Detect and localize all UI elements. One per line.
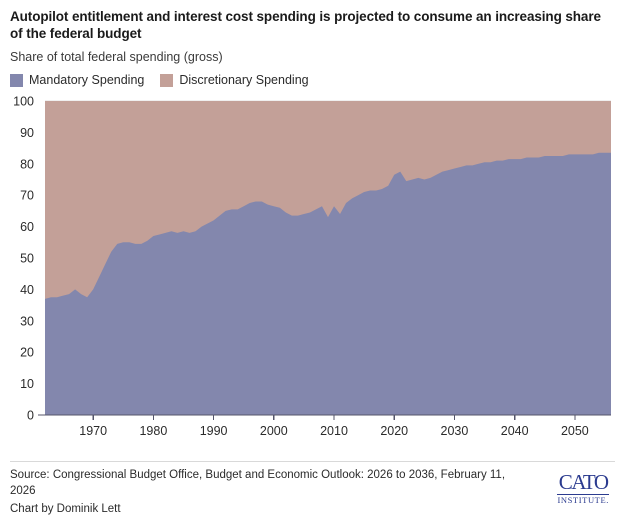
chart-plot-area: 0 10 20 30 40 50 60 70 80 90 100 1970 1980 1990 2000 2… <box>0 93 625 438</box>
chart-area-series <box>45 100 611 415</box>
x-tick-label: 2030 <box>441 424 469 438</box>
x-tick-label: 2050 <box>561 424 589 438</box>
y-tick-label: 70 <box>20 188 34 202</box>
chart-y-tick-labels: 0 10 20 30 40 50 60 70 80 90 100 <box>13 94 34 422</box>
x-tick-label: 2000 <box>260 424 288 438</box>
chart-legend: Mandatory Spending Discretionary Spendin… <box>10 72 613 87</box>
legend-swatch-mandatory-icon <box>10 73 23 87</box>
y-tick-label: 20 <box>20 345 34 359</box>
y-tick-label: 90 <box>20 125 34 139</box>
credit-note: Chart by Dominik Lett <box>10 502 121 515</box>
logo-wordmark: CATO <box>558 470 609 494</box>
legend-label-discretionary: Discretionary Spending <box>179 72 309 87</box>
chart-footer: Source: Congressional Budget Office, Bud… <box>0 455 625 517</box>
logo-subtitle: INSTITUTE. <box>557 494 609 505</box>
x-tick-label: 1980 <box>139 424 167 438</box>
y-tick-label: 40 <box>20 282 34 296</box>
x-tick-label: 1970 <box>79 424 107 438</box>
area-mandatory-spending <box>45 152 611 415</box>
chart-subtitle: Share of total federal spending (gross) <box>10 49 223 64</box>
chart-axes <box>38 413 611 420</box>
footer-divider <box>10 461 615 462</box>
legend-swatch-discretionary-icon <box>160 73 174 87</box>
y-tick-label: 0 <box>27 408 34 422</box>
page-title: Autopilot entitlement and interest cost … <box>10 9 601 42</box>
source-note: Source: Congressional Budget Office, Bud… <box>10 469 506 497</box>
y-tick-label: 60 <box>20 220 34 234</box>
chart-header: Autopilot entitlement and interest cost … <box>0 0 625 87</box>
legend-item-mandatory[interactable]: Mandatory Spending <box>10 72 145 87</box>
x-tick-label: 2020 <box>380 424 408 438</box>
x-tick-label: 1990 <box>200 424 228 438</box>
y-tick-label: 100 <box>13 94 34 108</box>
y-tick-label: 30 <box>20 314 34 328</box>
y-tick-label: 10 <box>20 377 34 391</box>
legend-label-mandatory: Mandatory Spending <box>29 72 145 87</box>
x-tick-label: 2040 <box>501 424 529 438</box>
chart-x-tick-labels: 1970 1980 1990 2000 2010 2020 2030 2040 2050 <box>79 424 589 438</box>
footer-text-block: Source: Congressional Budget Office, Bud… <box>10 468 510 518</box>
cato-institute-logo: CATO INSTITUTE. <box>557 472 609 505</box>
y-tick-label: 80 <box>20 157 34 171</box>
x-tick-label: 2010 <box>320 424 348 438</box>
y-tick-label: 50 <box>20 251 34 265</box>
legend-item-discretionary[interactable]: Discretionary Spending <box>160 72 309 87</box>
